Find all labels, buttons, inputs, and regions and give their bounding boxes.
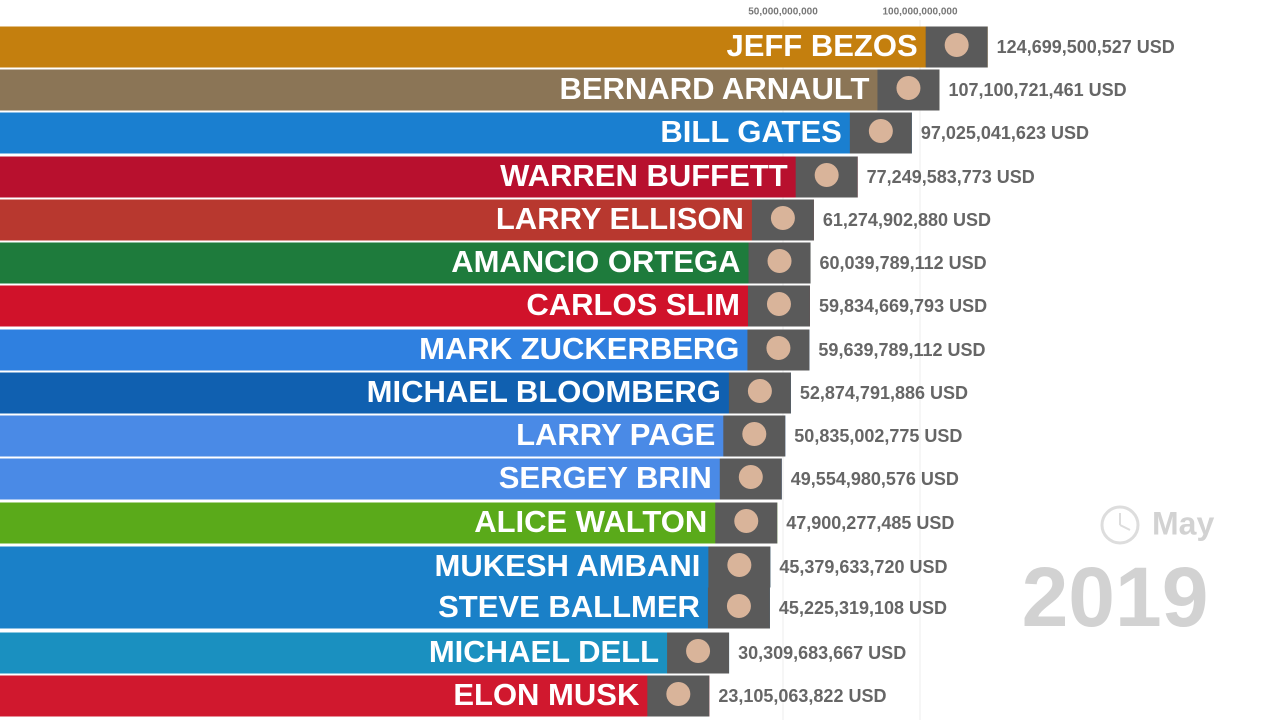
portrait-face [770,206,795,230]
x-tick-label: 50,000,000,000 [748,7,818,18]
bar-name: SERGEY BRIN [499,460,712,495]
bar-name: BILL GATES [660,114,841,149]
value-label: 77,249,583,773 USD [867,167,1035,187]
x-tick-label: 100,000,000,000 [882,7,958,18]
bar [0,675,710,717]
bar-name: MARK ZUCKERBERG [419,331,739,366]
bar-name: CARLOS SLIM [526,287,740,322]
value-label: 60,039,789,112 USD [820,253,987,273]
portrait-face [766,336,791,360]
bar-name: STEVE BALLMER [438,589,700,624]
portrait-face [666,682,691,706]
value-label: 47,900,277,485 USD [786,513,954,533]
portrait-face [896,76,921,100]
bar [0,372,791,414]
bar-name: ALICE WALTON [474,504,707,539]
date-indicator: May 2019 [1022,505,1215,644]
bar [0,26,988,68]
bar-name: MICHAEL DELL [429,634,659,669]
portrait-face [734,509,759,533]
month-label: May [1152,505,1214,541]
bar [0,69,940,111]
value-label: 45,379,633,720 USD [779,557,947,577]
portrait-face [766,292,791,316]
bar [0,199,814,241]
bar [0,156,858,198]
bar [0,587,770,629]
bar-name: BERNARD ARNAULT [559,71,869,106]
portrait-face [747,379,772,403]
portrait-face [738,465,763,489]
bar [0,285,810,327]
value-label: 52,874,791,886 USD [800,383,968,403]
bar [0,546,771,588]
portrait-face [767,249,792,273]
bar-name: JEFF BEZOS [726,28,917,63]
value-label: 59,639,789,112 USD [818,340,985,360]
portrait-face [944,33,969,57]
value-label: 49,554,980,576 USD [791,469,959,489]
bar [0,415,786,457]
bar-name: MICHAEL BLOOMBERG [367,374,721,409]
value-label: 23,105,063,822 USD [718,686,886,706]
value-label: 97,025,041,623 USD [921,123,1089,143]
bar-name: WARREN BUFFETT [500,158,788,193]
value-label: 50,835,002,775 USD [794,426,962,446]
bar [0,632,730,674]
portrait-face [686,639,711,663]
year-label: 2019 [1022,550,1209,644]
portrait-face [742,422,767,446]
value-label: 59,834,669,793 USD [819,296,987,316]
portrait-face [868,119,893,143]
value-label: 45,225,319,108 USD [779,598,947,618]
bar [0,458,782,500]
portrait-face [726,594,751,618]
value-label: 61,274,902,880 USD [823,210,991,230]
bar [0,112,912,154]
value-label: 107,100,721,461 USD [948,80,1126,100]
bar [0,502,778,544]
bar [0,242,811,284]
clock-icon [1100,505,1140,545]
value-label: 30,309,683,667 USD [738,643,906,663]
portrait-face [727,553,752,577]
clock-hand [1119,524,1131,531]
bar-name: LARRY ELLISON [496,201,744,236]
bar-name: MUKESH AMBANI [435,548,701,583]
bar-name: LARRY PAGE [516,417,715,452]
bar-name: ELON MUSK [453,677,640,712]
value-label: 124,699,500,527 USD [997,37,1175,57]
bar-name: AMANCIO ORTEGA [451,244,740,279]
portrait-face [814,163,839,187]
bar [0,329,810,371]
